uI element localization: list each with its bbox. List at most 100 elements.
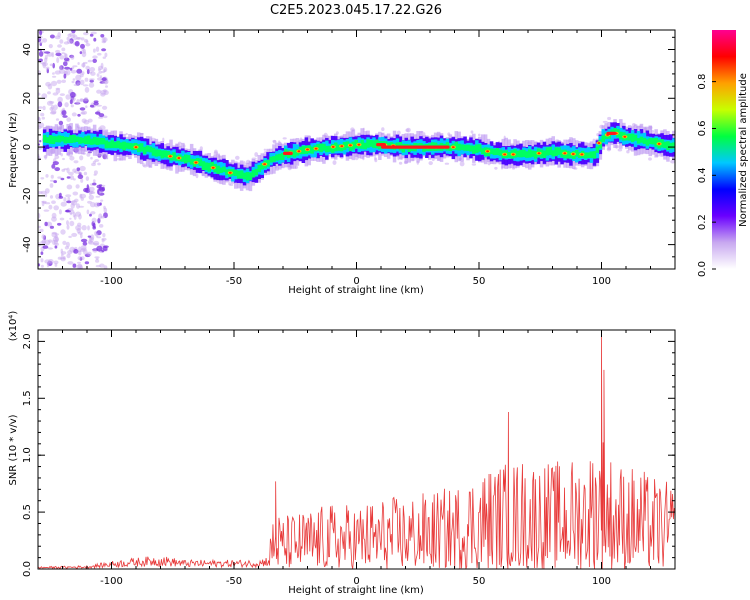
ridge-cell — [154, 149, 159, 157]
noise-speck — [99, 202, 102, 206]
noise-speck — [617, 148, 623, 152]
noise-speck — [86, 184, 90, 190]
ridge-cell — [104, 140, 109, 149]
noise-speck — [70, 202, 75, 209]
ridge-cell — [81, 137, 85, 144]
noise-speck — [76, 167, 81, 172]
spectrogram-ridge — [42, 119, 675, 192]
noise-speck — [38, 51, 44, 57]
noise-speck — [670, 159, 675, 164]
noise-speck — [263, 148, 267, 151]
snr-ylabel: SNR (10 * v/v) — [8, 414, 19, 485]
noise-speck — [69, 91, 76, 98]
noise-speck — [199, 146, 203, 151]
ridge-cell — [172, 152, 176, 161]
noise-speck — [92, 182, 97, 186]
noise-speck — [89, 104, 95, 108]
ridge-hotspot — [563, 152, 567, 155]
noise-speck — [38, 117, 41, 123]
noise-speck — [38, 225, 41, 229]
noise-speck — [101, 238, 105, 243]
noise-speck — [59, 217, 65, 221]
noise-speck — [60, 177, 65, 181]
ridge-cell — [69, 135, 73, 143]
noise-speck — [82, 84, 89, 87]
ridge-cell — [498, 149, 503, 156]
ridge-hotspot — [657, 142, 661, 145]
noise-speck — [607, 116, 612, 121]
noise-speck — [48, 44, 53, 49]
ridge-cell — [181, 156, 185, 162]
ridge-cell — [672, 142, 675, 149]
noise-speck — [59, 55, 65, 60]
noise-speck — [97, 52, 102, 56]
ridge-cell — [551, 150, 555, 157]
ridge-hotspot — [511, 153, 515, 156]
noise-speck — [49, 179, 55, 182]
noise-speck — [69, 67, 73, 71]
x-tick-label: 50 — [473, 576, 486, 587]
noise-speck — [332, 160, 337, 166]
noise-speck — [86, 69, 90, 75]
ridge-cell — [613, 127, 617, 135]
ridge-cell — [198, 158, 203, 166]
ridge-cell — [98, 138, 103, 145]
ridge-cell — [366, 139, 370, 148]
spectrogram-panel: -100 -50 0 50 100 -40 -20 0 20 40 Height of strai… — [8, 29, 676, 296]
noise-speck — [41, 200, 47, 203]
noise-speck — [43, 209, 50, 212]
noise-speck — [44, 239, 51, 246]
noise-speck — [44, 155, 47, 160]
ridge-cell — [251, 170, 256, 178]
colorbar-bar — [712, 30, 736, 269]
ridge-cell — [651, 138, 655, 145]
noise-speck — [69, 99, 73, 105]
ridge-cell — [110, 140, 114, 149]
noise-speck — [73, 249, 79, 254]
noise-speck — [71, 112, 77, 117]
ridge-cell — [448, 145, 453, 151]
ridge-cell — [260, 163, 264, 170]
noise-speck — [45, 202, 51, 205]
noise-speck — [54, 155, 60, 160]
noise-speck — [431, 158, 435, 162]
noise-speck — [46, 262, 50, 268]
noise-speck — [55, 87, 61, 90]
snr-marks — [38, 330, 675, 569]
noise-speck — [57, 101, 63, 108]
noise-speck — [63, 61, 68, 67]
ridge-cell — [351, 141, 356, 150]
ridge-cell — [225, 169, 229, 176]
noise-speck — [52, 72, 55, 75]
ridge-cell — [57, 135, 62, 143]
noise-speck — [95, 233, 99, 237]
noise-speck — [59, 93, 65, 96]
noise-speck — [77, 113, 81, 117]
noise-speck — [84, 261, 90, 265]
noise-speck — [39, 228, 44, 233]
noise-speck — [51, 232, 58, 238]
noise-speck — [83, 249, 88, 255]
colorbar-tick-label: 0.4 — [697, 167, 708, 183]
ridge-cell — [142, 146, 147, 155]
noise-speck — [78, 250, 82, 256]
noise-speck — [83, 119, 90, 125]
noise-speck — [93, 102, 99, 106]
noise-speck — [69, 217, 72, 220]
noise-speck — [38, 58, 43, 63]
noise-speck — [54, 242, 59, 246]
ridge-hotspot — [211, 166, 215, 169]
noise-speck — [62, 240, 67, 245]
ridge-cell — [63, 136, 67, 144]
ridge-cell — [92, 137, 97, 145]
y-tick-label: 40 — [22, 43, 33, 56]
noise-speck — [41, 234, 46, 240]
ridge-hotspot — [571, 153, 575, 155]
noise-speck — [92, 58, 97, 64]
noise-speck — [92, 249, 98, 253]
noise-speck — [105, 85, 108, 88]
noise-speck — [57, 96, 63, 103]
ridge-cell — [660, 139, 664, 148]
ridge-cell — [478, 144, 482, 152]
noise-speck — [66, 39, 73, 44]
